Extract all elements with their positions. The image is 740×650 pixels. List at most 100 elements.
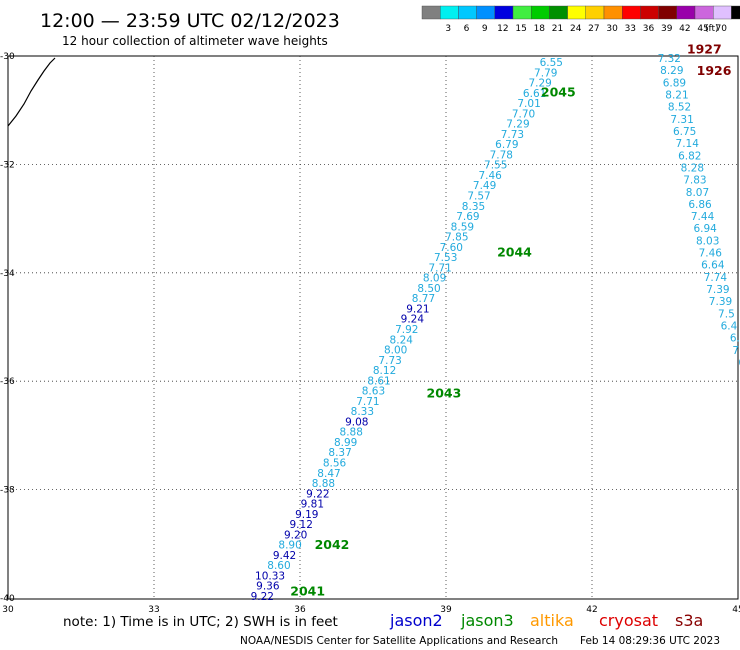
scale-tick-label: 27 <box>588 24 599 34</box>
altimeter-track-b: 7.328.296.898.218.527.316.757.146.828.28… <box>658 53 740 369</box>
scale-tick-label: 30 <box>606 24 618 34</box>
wave-height-value: 8.24 <box>390 334 414 346</box>
pass-id-label: 1926 <box>697 63 732 78</box>
wave-height-value: 7.69 <box>456 211 479 223</box>
generation-timestamp: Feb 14 08:29:36 UTC 2023 <box>580 635 720 647</box>
legend-altika: altika <box>530 611 574 630</box>
wave-height-value: 9.42 <box>273 550 296 562</box>
wave-height-value: 7.44 <box>691 211 715 223</box>
altimeter-track-a: 6.557.797.296.617.017.707.297.736.797.78… <box>251 57 563 603</box>
wave-height-value: 8.00 <box>384 345 407 357</box>
wave-height-value: 7.60 <box>440 242 463 254</box>
wave-height-value: 6.75 <box>673 126 696 138</box>
wave-height-value: 7.70 <box>512 108 535 120</box>
scale-swatch <box>713 5 732 20</box>
wave-height-value: 8.59 <box>451 221 474 233</box>
scale-tick-label: 21 <box>552 24 563 34</box>
scale-tick-label: 42 <box>679 24 690 34</box>
scale-swatch <box>585 5 605 20</box>
wave-height-value: 8.90 <box>278 540 301 552</box>
lat-tick-label: -36 <box>0 377 15 387</box>
wave-height-value: 6.86 <box>688 199 712 211</box>
wave-height-value: 7.29 <box>528 78 551 90</box>
wave-height-value: 9.81 <box>301 499 324 511</box>
wave-height-value: 8.88 <box>340 427 363 439</box>
lon-tick-label: 45 <box>732 605 740 615</box>
wave-height-value: 8.12 <box>373 365 396 377</box>
wave-height-value: 8.99 <box>334 437 357 449</box>
pass-labels: 2045 2044 2043 2042 2041 1927 1926 <box>290 41 731 598</box>
wave-height-value: 8.21 <box>665 89 688 101</box>
wave-height-value: 7.39 <box>706 284 729 296</box>
scale-swatch <box>622 5 641 20</box>
scale-swatch <box>658 5 677 20</box>
pass-id-label: 2043 <box>427 385 462 400</box>
wave-height-value: 7.73 <box>501 129 524 141</box>
scale-tick-label: 9 <box>482 24 488 34</box>
scale-swatch <box>531 5 550 20</box>
scale-swatch <box>440 5 459 20</box>
scale-swatch <box>549 5 568 20</box>
wave-height-value: 7. <box>732 345 740 357</box>
wave-height-value: 7.5 <box>718 308 735 320</box>
wave-height-value: 7.46 <box>478 170 502 182</box>
wave-height-value: 7.49 <box>473 180 496 192</box>
wave-height-value: 9.19 <box>295 509 318 521</box>
wave-height-value: 8.52 <box>668 102 691 114</box>
wave-height-value: 8.07 <box>686 187 709 199</box>
scale-tick-label: 36 <box>643 24 655 34</box>
wave-height-value: 8.03 <box>696 235 719 247</box>
wave-height-value: 8.29 <box>660 65 683 77</box>
wave-height-value: 9.20 <box>284 529 307 541</box>
lat-tick-label: -40 <box>0 594 15 604</box>
lon-tick-label: 30 <box>2 605 14 615</box>
scale-swatch <box>603 5 623 20</box>
wave-height-value: 8.88 <box>312 478 335 490</box>
wave-height-value: 9.22 <box>251 591 274 603</box>
lat-tick-label: -34 <box>0 269 15 279</box>
scale-swatch <box>567 5 586 20</box>
lat-lon-grid <box>8 56 738 598</box>
wave-height-value: 6. <box>730 333 740 345</box>
wave-height-value: 6.94 <box>693 223 717 235</box>
lon-tick-label: 33 <box>148 605 159 615</box>
wave-height-value: 8.50 <box>417 283 440 295</box>
wave-height-value: 6.89 <box>663 77 686 89</box>
lon-tick-label: 42 <box>586 605 597 615</box>
wave-height-value: 8.28 <box>681 162 704 174</box>
wave-height-value: 8.09 <box>423 273 446 285</box>
wave-height-value: 10.33 <box>255 570 285 582</box>
scale-tick-label: 18 <box>534 24 546 34</box>
wave-height-value: 7.74 <box>704 272 728 284</box>
scale-swatch <box>421 5 441 20</box>
pass-id-label: 1927 <box>687 41 722 56</box>
scale-tick-label: 6 <box>464 24 470 34</box>
wave-height-value: 7.29 <box>506 119 529 131</box>
wave-height-value: 7.46 <box>699 248 723 260</box>
legend-cryosat: cryosat <box>599 611 658 630</box>
wave-height-value: 6.82 <box>678 150 701 162</box>
wave-height-value: 7.57 <box>467 191 490 203</box>
wave-height-value: 8.77 <box>412 293 435 305</box>
wave-height-value: 7.53 <box>434 252 457 264</box>
wave-height-value: 7.39 <box>709 296 732 308</box>
color-scale-legend: 3 6 9 12 15 18 21 24 27 30 33 36 39 42 45 70 <box>421 5 740 34</box>
legend-jason3: jason3 <box>460 611 514 630</box>
wave-height-value: 8.47 <box>317 468 340 480</box>
scale-tick-label: 45 <box>697 24 708 34</box>
scale-swatch <box>676 5 696 20</box>
wave-height-value: 9.22 <box>306 488 329 500</box>
scale-swatch <box>476 5 496 20</box>
scale-swatch <box>458 5 477 20</box>
wave-height-value: 7.85 <box>445 232 468 244</box>
wave-height-value: 9.12 <box>290 519 313 531</box>
lat-tick-label: -38 <box>0 486 15 496</box>
scale-unit-label: (ft) <box>705 24 719 34</box>
wave-height-value: 9.21 <box>406 303 429 315</box>
map-plot-area: 6.557.797.296.617.017.707.297.736.797.78… <box>7 41 740 603</box>
wave-height-value: 6 <box>738 357 740 369</box>
latitude-labels: -30 -32 -34 -36 -38 -40 <box>0 52 15 604</box>
lat-tick-label: -32 <box>0 160 15 170</box>
pass-id-label: 2044 <box>497 245 532 260</box>
wave-height-value: 7.32 <box>658 53 681 65</box>
